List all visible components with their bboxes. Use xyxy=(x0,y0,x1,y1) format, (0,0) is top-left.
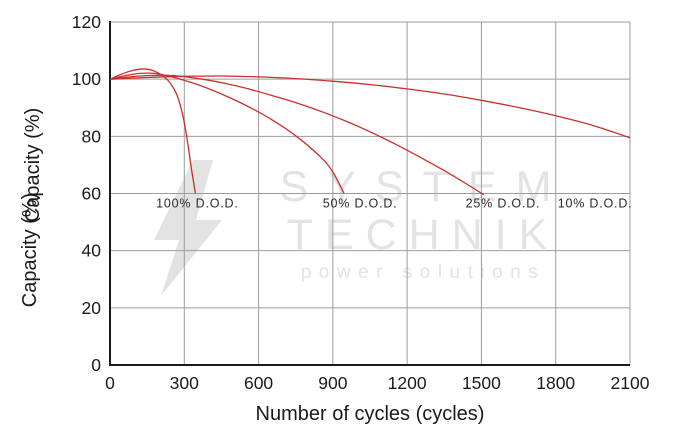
watermark-brand-line1: SYSTEM xyxy=(280,163,571,211)
y-tick-label: 100 xyxy=(72,69,101,89)
dod-annotation: 10% D.O.D. xyxy=(558,197,633,211)
x-tick-label: 900 xyxy=(318,373,347,393)
curve-25-d-o-d xyxy=(109,74,485,196)
x-tick-label: 300 xyxy=(170,373,199,393)
x-tick-label: 1200 xyxy=(388,373,427,393)
curve-10-d-o-d xyxy=(109,75,631,139)
x-tick-label: 0 xyxy=(105,373,115,393)
dod-annotations: 100% D.O.D. 50% D.O.D. 25% D.O.D. 10% D.O.D… xyxy=(156,197,633,211)
grid xyxy=(110,21,631,365)
y-axis-title-duplicate: Capacity (%) xyxy=(22,108,44,222)
dod-annotation: 50% D.O.D. xyxy=(323,197,398,211)
curve-50-d-o-d xyxy=(109,72,345,194)
capacity-curves xyxy=(109,68,631,196)
dod-annotation: 25% D.O.D. xyxy=(466,197,541,211)
tick-labels: 0 300 600 900 1200 1500 1800 2100 0 20 40 60 80 100 12… xyxy=(72,12,650,393)
x-tick-label: 2100 xyxy=(611,373,650,393)
x-tick-label: 1500 xyxy=(462,373,501,393)
x-axis-title: Number of cycles (cycles) xyxy=(256,403,485,425)
y-tick-label: 40 xyxy=(82,241,102,261)
y-tick-label: 20 xyxy=(82,298,102,318)
watermark: SYSTEM TECHNIK power solutions xyxy=(154,160,571,296)
dod-annotation: 100% D.O.D. xyxy=(156,197,238,211)
watermark-brand-line2: TECHNIK xyxy=(287,211,560,259)
x-tick-label: 600 xyxy=(244,373,273,393)
lightning-bolt-icon xyxy=(154,160,222,296)
x-tick-label: 1800 xyxy=(536,373,575,393)
watermark-tagline: power solutions xyxy=(301,262,546,283)
y-tick-label: 60 xyxy=(82,184,102,204)
y-axis-title: Capacity (%) xyxy=(19,193,41,307)
y-tick-label: 120 xyxy=(72,12,101,32)
y-tick-label: 80 xyxy=(82,126,102,146)
y-tick-label: 0 xyxy=(91,355,101,375)
